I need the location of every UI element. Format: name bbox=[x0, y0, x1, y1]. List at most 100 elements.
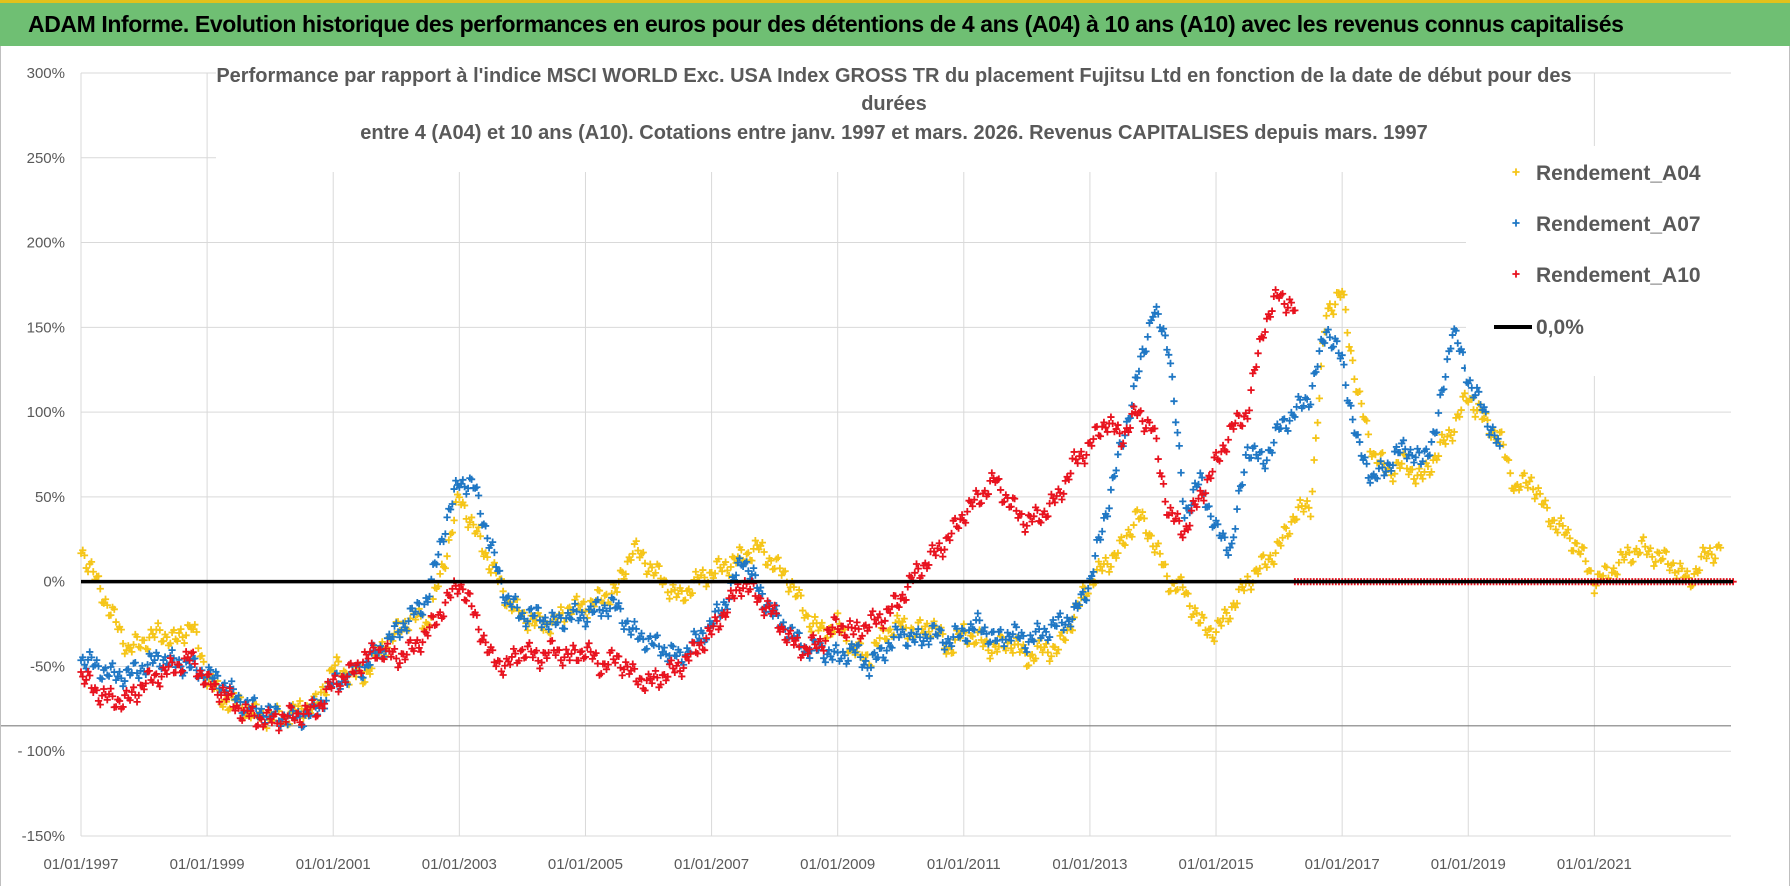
data-point bbox=[1021, 644, 1029, 652]
data-point bbox=[390, 645, 399, 653]
data-point bbox=[161, 666, 169, 674]
data-point bbox=[529, 653, 537, 661]
data-point bbox=[760, 611, 768, 619]
data-point bbox=[581, 622, 590, 631]
y-tick-label: 200% bbox=[27, 235, 65, 252]
data-point bbox=[746, 585, 754, 593]
data-point bbox=[911, 638, 919, 646]
data-point bbox=[1063, 614, 1071, 622]
y-tick-label: 50% bbox=[35, 489, 65, 506]
data-point bbox=[1135, 367, 1143, 375]
y-tick-label: - 100% bbox=[17, 743, 65, 760]
data-point bbox=[1194, 495, 1203, 503]
data-point bbox=[1582, 557, 1590, 565]
data-point bbox=[476, 510, 484, 518]
chart-legend: Rendement_A04 Rendement_A07 Rendement_A10 0… bbox=[1494, 162, 1701, 339]
x-tick-label: 01/01/1999 bbox=[170, 856, 245, 873]
data-point bbox=[1082, 451, 1091, 459]
data-point bbox=[98, 675, 106, 683]
data-point bbox=[721, 600, 730, 609]
data-point bbox=[783, 638, 791, 646]
data-point bbox=[688, 589, 696, 597]
data-point bbox=[674, 659, 682, 667]
data-point bbox=[129, 683, 138, 691]
data-point bbox=[918, 641, 926, 649]
data-point bbox=[1541, 496, 1549, 505]
data-point bbox=[1056, 609, 1064, 617]
data-point bbox=[107, 663, 115, 671]
data-point bbox=[1109, 419, 1117, 428]
data-point bbox=[1231, 603, 1239, 611]
data-point bbox=[1284, 427, 1292, 435]
data-point bbox=[1412, 479, 1420, 488]
data-point bbox=[1250, 442, 1259, 450]
data-point bbox=[1091, 552, 1099, 560]
data-point bbox=[637, 675, 646, 683]
data-point bbox=[630, 618, 639, 626]
data-point bbox=[1587, 567, 1595, 575]
data-point bbox=[1138, 508, 1147, 516]
data-point bbox=[1459, 348, 1467, 356]
grid-layer bbox=[1, 72, 1731, 837]
data-point bbox=[629, 550, 637, 558]
data-point bbox=[1396, 449, 1404, 457]
data-point bbox=[1396, 464, 1404, 472]
data-point bbox=[828, 656, 837, 664]
data-point bbox=[1357, 400, 1366, 408]
data-point bbox=[119, 682, 127, 690]
data-point bbox=[418, 611, 427, 619]
data-point bbox=[1163, 346, 1171, 354]
data-point bbox=[1079, 588, 1087, 596]
data-point bbox=[1648, 553, 1656, 561]
data-point bbox=[208, 685, 216, 693]
data-point bbox=[1053, 649, 1061, 657]
data-point bbox=[848, 640, 856, 648]
data-point bbox=[1326, 333, 1334, 341]
data-point bbox=[947, 642, 956, 650]
data-point bbox=[806, 654, 814, 662]
data-point bbox=[115, 697, 124, 705]
report-title: ADAM Informe. Evolution historique des p… bbox=[28, 11, 1624, 37]
data-point bbox=[886, 625, 894, 633]
data-point bbox=[1145, 418, 1154, 427]
data-point bbox=[1709, 559, 1718, 567]
data-point bbox=[1051, 498, 1059, 507]
data-point bbox=[618, 671, 626, 679]
data-point bbox=[1375, 464, 1383, 473]
data-point bbox=[455, 493, 463, 501]
data-point bbox=[1711, 554, 1719, 562]
data-point bbox=[124, 665, 132, 673]
data-point bbox=[993, 637, 1001, 645]
data-point bbox=[1021, 528, 1029, 536]
data-point bbox=[1065, 475, 1073, 484]
data-point bbox=[774, 554, 782, 562]
data-point bbox=[1175, 442, 1183, 450]
x-tick-label: 01/01/2015 bbox=[1178, 856, 1253, 873]
data-point bbox=[399, 619, 407, 627]
data-point bbox=[219, 683, 227, 692]
data-point bbox=[818, 643, 826, 651]
data-point bbox=[1233, 599, 1241, 608]
data-point bbox=[1196, 469, 1204, 477]
data-point bbox=[320, 700, 329, 708]
data-point bbox=[343, 672, 351, 681]
data-point bbox=[1427, 438, 1436, 446]
data-point bbox=[1695, 566, 1704, 574]
data-point bbox=[441, 598, 449, 607]
data-point bbox=[1023, 648, 1031, 656]
data-point bbox=[460, 501, 469, 510]
data-point bbox=[1448, 437, 1457, 445]
data-point bbox=[1559, 522, 1567, 530]
data-point bbox=[914, 565, 922, 573]
data-point bbox=[1105, 504, 1113, 512]
data-point bbox=[229, 685, 237, 693]
data-point bbox=[1119, 439, 1127, 447]
data-point bbox=[101, 595, 110, 603]
data-point bbox=[548, 637, 556, 645]
data-point bbox=[611, 659, 619, 667]
legend-plus-marker bbox=[1512, 270, 1520, 278]
data-point bbox=[87, 558, 96, 566]
data-point bbox=[1291, 413, 1299, 421]
data-point bbox=[721, 558, 730, 566]
data-point bbox=[1224, 551, 1232, 559]
